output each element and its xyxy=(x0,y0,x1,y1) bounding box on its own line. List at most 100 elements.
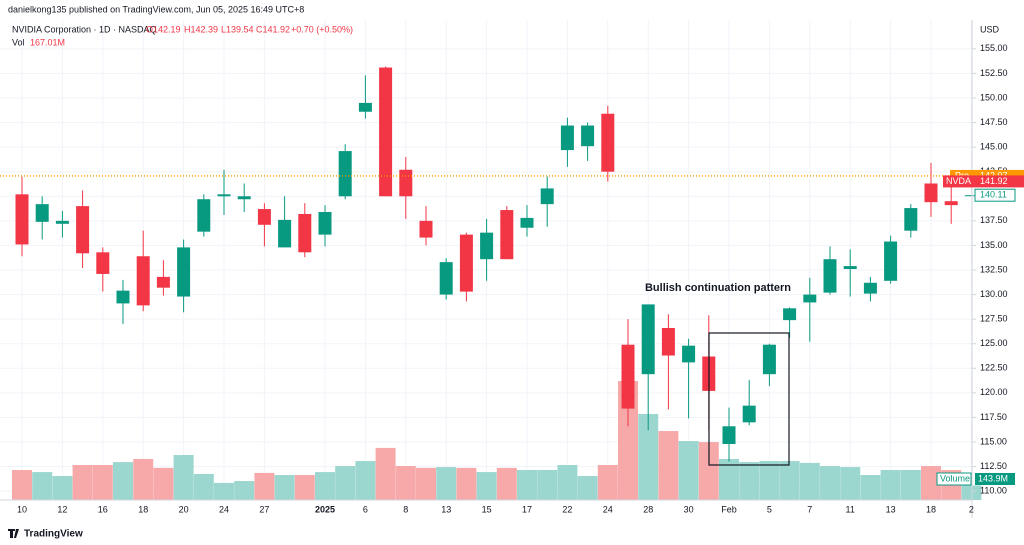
candle-body xyxy=(116,290,130,304)
candle-body xyxy=(520,217,534,228)
x-tick-label: Feb xyxy=(721,504,737,514)
volume-bar xyxy=(274,475,295,500)
y-tick-label: 125.00 xyxy=(980,338,1008,348)
x-tick-label: 22 xyxy=(562,504,572,514)
x-tick-label: 12 xyxy=(57,504,67,514)
volume-bar xyxy=(375,447,396,500)
header-stat: C141.92 xyxy=(256,24,290,34)
x-tick-label: 13 xyxy=(886,504,896,514)
y-tick-label: 152.50 xyxy=(980,68,1008,78)
x-tick-label: 16 xyxy=(98,504,108,514)
y-tick-label: 115.00 xyxy=(980,436,1007,446)
candle-body xyxy=(762,344,776,375)
last-tag xyxy=(943,175,1024,188)
candle-body xyxy=(15,194,29,245)
y-tick-label: 137.50 xyxy=(980,215,1008,225)
x-tick-label: 2025 xyxy=(315,504,335,514)
y-tick-label: 132.50 xyxy=(980,264,1008,274)
candles xyxy=(15,66,978,462)
candle-body xyxy=(641,304,655,375)
volume-bar xyxy=(173,455,194,500)
candle-body xyxy=(863,282,877,294)
candle-body xyxy=(803,294,817,303)
y-tick-label: 120.00 xyxy=(980,387,1008,397)
candle-body xyxy=(96,252,110,274)
x-tick-label: 27 xyxy=(259,504,269,514)
candle-body xyxy=(419,220,433,238)
x-tick-label: 18 xyxy=(926,504,936,514)
volume-bar xyxy=(658,431,679,500)
candle-body xyxy=(177,247,191,297)
volume-bar xyxy=(476,472,497,500)
candle-body xyxy=(439,262,453,295)
pre-label: Pre xyxy=(955,170,969,180)
x-tick-label: 10 xyxy=(17,504,27,514)
volume-bar xyxy=(678,441,699,500)
x-tick-label: 8 xyxy=(403,504,408,514)
symbol: NVIDIA Corporation · 1D · NASDAQ xyxy=(12,24,157,34)
y-tick-label: 112.50 xyxy=(980,461,1007,471)
volume-bar xyxy=(739,462,760,500)
x-tick-label: 28 xyxy=(643,504,653,514)
candle-body xyxy=(358,102,372,112)
x-tick-label: 30 xyxy=(684,504,694,514)
x-tick-label: 13 xyxy=(441,504,451,514)
candle-body xyxy=(581,125,595,147)
header-stat: O142.19 xyxy=(146,24,181,34)
candle-body xyxy=(298,213,312,253)
volume-bar xyxy=(860,475,881,500)
x-tick-label: 24 xyxy=(219,504,229,514)
volume-bar xyxy=(921,466,941,500)
volume-bar xyxy=(496,467,517,500)
candle-body xyxy=(55,220,69,224)
volume-bar xyxy=(799,462,820,500)
volume-bar xyxy=(779,461,800,500)
candle-body xyxy=(742,405,756,423)
candle-body xyxy=(217,194,231,197)
volume-tag-value-box xyxy=(975,473,1015,485)
volume-bar xyxy=(961,485,982,500)
header-stat: +0.70 (+0.50%) xyxy=(291,24,353,34)
y-tick-label: 150.00 xyxy=(980,92,1008,102)
x-tick-label: 5 xyxy=(767,504,772,514)
volume-bar xyxy=(456,467,477,500)
volume-bar xyxy=(193,473,214,500)
grid xyxy=(0,20,972,500)
candle-body xyxy=(904,208,918,231)
candle-body xyxy=(783,308,797,321)
volume-bar xyxy=(355,461,376,500)
y-tick-label: 127.50 xyxy=(980,314,1008,324)
candle-body xyxy=(237,196,251,200)
publisher: danielkong135 published on TradingView.c… xyxy=(8,4,304,14)
candle-body xyxy=(136,256,150,306)
candle-body xyxy=(338,151,352,197)
x-tick-label: 24 xyxy=(603,504,613,514)
volume-bar xyxy=(416,467,436,500)
volume-tag-value: 143.9M xyxy=(978,473,1008,483)
vol-label: Vol xyxy=(12,37,25,47)
x-tick-label: 2 xyxy=(969,504,974,514)
volume-bar xyxy=(72,465,93,500)
volume-bar xyxy=(294,475,315,500)
candle-body xyxy=(601,113,615,172)
annotation: Bullish continuation pattern xyxy=(645,282,791,294)
volume-bar xyxy=(597,465,618,500)
x-tick-label: 20 xyxy=(179,504,189,514)
volume-bar xyxy=(254,472,275,500)
candle-body xyxy=(257,209,271,225)
volume-bar xyxy=(436,467,457,500)
header-stat: L139.54 xyxy=(221,24,254,34)
candle-body xyxy=(560,125,574,151)
volume-bar xyxy=(153,467,174,500)
volume-bar xyxy=(900,470,921,500)
candle-body xyxy=(500,210,514,260)
volume-bar xyxy=(32,472,53,500)
volume-bar xyxy=(698,442,719,500)
y-tick-label: 117.50 xyxy=(980,412,1007,422)
volume-bar xyxy=(517,470,537,500)
volume-bar xyxy=(335,466,356,500)
candle-body xyxy=(318,212,332,235)
volume-bar xyxy=(395,466,416,500)
